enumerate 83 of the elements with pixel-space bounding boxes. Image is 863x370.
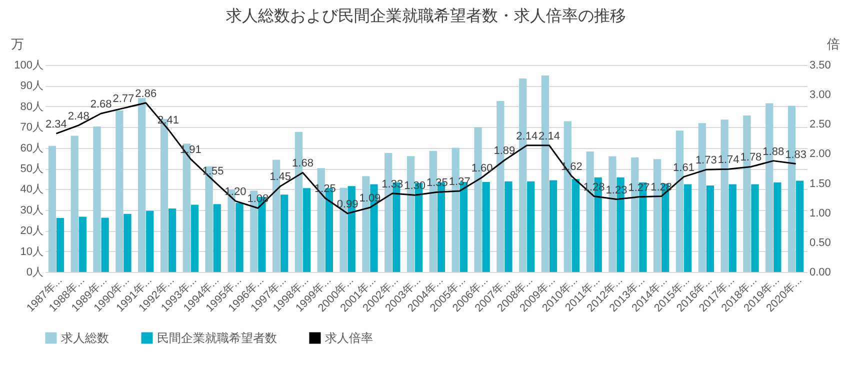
legend-label: 求人総数 (61, 331, 109, 345)
bar (124, 214, 132, 272)
bar (796, 180, 804, 272)
bar (168, 208, 176, 272)
data-label: 1.68 (292, 158, 314, 170)
data-label: 1.30 (404, 180, 426, 192)
data-label: 1.73 (695, 154, 717, 167)
y-tick-label: 30人 (20, 204, 44, 216)
data-label: 1.09 (359, 192, 381, 205)
data-label: 1.55 (202, 165, 224, 178)
y2-tick-label: 3.00 (810, 89, 831, 102)
chart-title: 求人総数および民間企業就職希望者数・求人倍率の推移 (226, 7, 626, 25)
data-label: 2.68 (90, 98, 112, 110)
y2-tick-label: 0.50 (810, 236, 831, 249)
legend-label: 求人倍率 (325, 331, 373, 345)
y-axis-title: 万 (11, 36, 24, 52)
bar (236, 202, 244, 272)
legend-label: 民間企業就職希望者数 (157, 331, 277, 345)
data-label: 0.99 (336, 198, 358, 210)
bar (78, 216, 86, 272)
data-label: 2.34 (45, 118, 67, 131)
bar (138, 98, 146, 272)
data-label: 1.45 (270, 171, 292, 184)
y2-tick-label: 1.50 (810, 178, 831, 190)
y-tick-label: 20人 (20, 225, 44, 238)
y2-tick-label: 0.00 (810, 266, 831, 278)
bar (101, 218, 109, 272)
bar (751, 184, 759, 272)
data-label: 1.23 (606, 184, 628, 196)
bar (728, 184, 736, 272)
data-label: 1.83 (785, 148, 807, 161)
y2-tick-label: 1.00 (810, 207, 831, 220)
data-label: 1.27 (628, 182, 650, 194)
bar (213, 204, 221, 272)
data-label: 2.77 (112, 93, 134, 106)
y-tick-label: 50人 (20, 163, 44, 175)
y-tick-label: 90人 (20, 80, 44, 92)
bar (190, 204, 199, 272)
y-tick-label: 0人 (26, 266, 44, 278)
data-label: 1.89 (494, 145, 516, 158)
y-tick-label: 80人 (20, 100, 44, 113)
bar (280, 194, 288, 272)
data-label: 2.14 (538, 130, 560, 142)
data-label: 1.20 (224, 186, 246, 198)
data-label: 2.86 (135, 88, 157, 100)
y2-axis-title: 倍 (827, 36, 840, 52)
bar (48, 146, 56, 272)
data-label: 1.37 (448, 176, 470, 188)
bar (572, 179, 580, 272)
bar (93, 126, 101, 272)
y-tick-label: 60人 (20, 142, 44, 154)
data-label: 2.14 (516, 130, 538, 142)
bar (774, 182, 782, 272)
data-label: 1.08 (247, 193, 269, 206)
y-tick-label: 100人 (14, 60, 44, 72)
bar (504, 181, 512, 272)
y2-tick-label: 2.00 (810, 148, 831, 160)
bar (56, 218, 64, 272)
data-label: 1.25 (314, 183, 336, 196)
bar (706, 185, 714, 272)
bar (70, 136, 78, 272)
data-label: 2.48 (68, 110, 90, 122)
data-label: 1.35 (426, 177, 448, 190)
y-tick-label: 70人 (20, 122, 44, 134)
bar (527, 181, 535, 272)
bar (482, 182, 490, 272)
y-tick-label: 10人 (20, 246, 44, 258)
data-label: 1.28 (650, 181, 672, 194)
data-label: 1.74 (718, 154, 740, 166)
data-label: 1.33 (382, 178, 404, 190)
y2-tick-label: 2.50 (810, 118, 831, 131)
data-label: 1.61 (673, 162, 694, 174)
bar (146, 210, 154, 272)
y-tick-label: 40人 (20, 184, 44, 196)
bar (684, 184, 692, 272)
bar (116, 110, 124, 272)
data-label: 1.60 (471, 162, 493, 174)
data-label: 1.88 (762, 146, 784, 158)
data-label: 1.28 (583, 181, 605, 194)
bar (302, 188, 311, 272)
bar (549, 180, 558, 272)
y2-tick-label: 3.50 (810, 60, 831, 72)
data-label: 1.78 (740, 152, 762, 164)
